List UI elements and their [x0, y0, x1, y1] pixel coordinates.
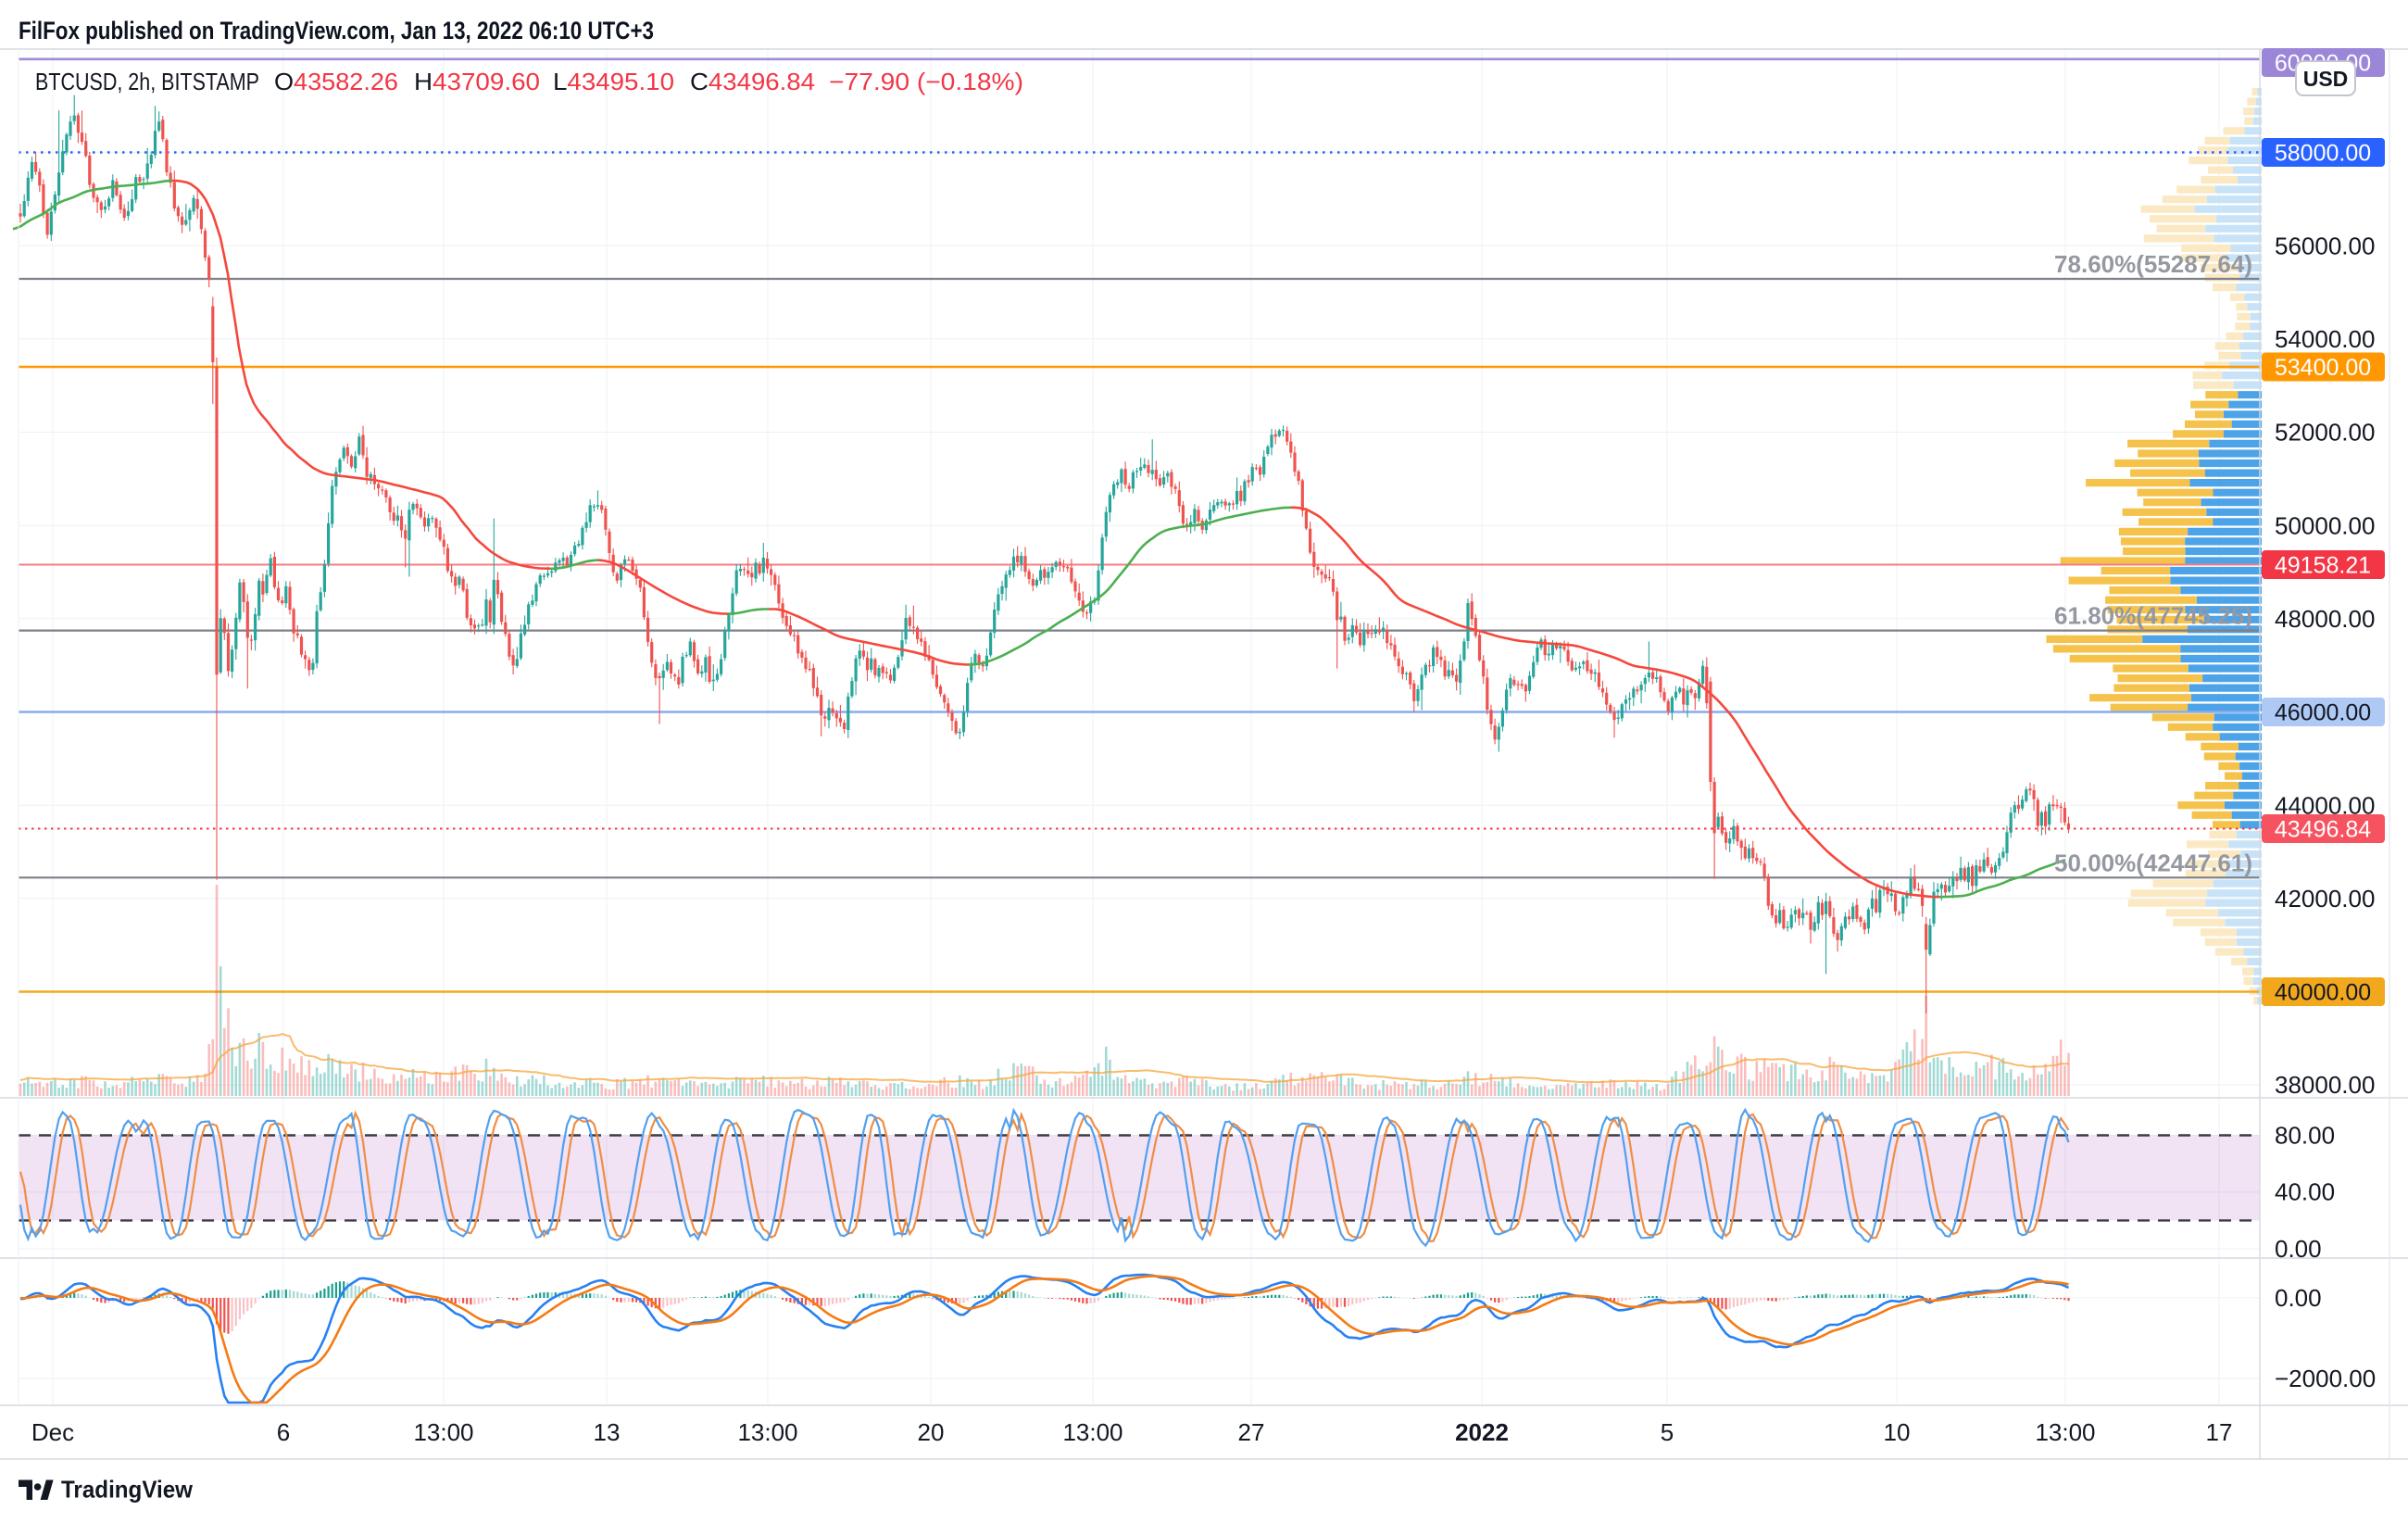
svg-text:38000.00: 38000.00 [2275, 1071, 2375, 1099]
svg-text:20: 20 [918, 1418, 945, 1446]
svg-text:42000.00: 42000.00 [2275, 885, 2375, 913]
svg-text:O43582.26: O43582.26 [274, 68, 398, 95]
svg-text:50000.00: 50000.00 [2275, 511, 2375, 539]
svg-text:13: 13 [594, 1418, 621, 1446]
svg-text:50.00%(42447.61): 50.00%(42447.61) [2054, 849, 2252, 876]
svg-text:H43709.60: H43709.60 [414, 68, 540, 95]
svg-text:56000.00: 56000.00 [2275, 232, 2375, 259]
svg-text:2022: 2022 [1455, 1418, 1509, 1446]
svg-text:78.60%(55287.64): 78.60%(55287.64) [2054, 250, 2252, 278]
svg-text:13:00: 13:00 [2035, 1418, 2095, 1446]
svg-text:54000.00: 54000.00 [2275, 325, 2375, 353]
svg-text:FilFox published on TradingVie: FilFox published on TradingView.com, Jan… [19, 17, 654, 44]
svg-text:TradingView: TradingView [61, 1476, 194, 1504]
svg-text:6: 6 [277, 1418, 290, 1446]
svg-text:−77.90 (−0.18%): −77.90 (−0.18%) [829, 68, 1023, 95]
svg-text:13:00: 13:00 [413, 1418, 473, 1446]
svg-text:10: 10 [1884, 1418, 1911, 1446]
svg-text:C43496.84: C43496.84 [690, 68, 815, 95]
svg-text:58000.00: 58000.00 [2275, 140, 2371, 166]
svg-text:40000.00: 40000.00 [2275, 979, 2371, 1005]
svg-text:BTCUSD, 2h, BITSTAMP: BTCUSD, 2h, BITSTAMP [35, 68, 259, 95]
svg-text:80.00: 80.00 [2275, 1122, 2335, 1150]
svg-text:53400.00: 53400.00 [2275, 355, 2371, 381]
svg-text:USD: USD [2303, 67, 2349, 91]
svg-text:49158.21: 49158.21 [2275, 552, 2371, 578]
svg-text:61.80%(47745.25): 61.80%(47745.25) [2054, 602, 2252, 630]
svg-text:Dec: Dec [31, 1418, 74, 1446]
svg-text:L43495.10: L43495.10 [553, 68, 674, 95]
svg-text:17: 17 [2206, 1418, 2233, 1446]
svg-text:5: 5 [1661, 1418, 1674, 1446]
svg-text:13:00: 13:00 [737, 1418, 797, 1446]
svg-text:27: 27 [1238, 1418, 1265, 1446]
svg-text:0.00: 0.00 [2275, 1284, 2322, 1312]
svg-text:46000.00: 46000.00 [2275, 699, 2371, 725]
svg-text:48000.00: 48000.00 [2275, 605, 2375, 633]
svg-text:−2000.00: −2000.00 [2275, 1365, 2376, 1392]
svg-text:13:00: 13:00 [1062, 1418, 1122, 1446]
svg-text:43496.84: 43496.84 [2275, 816, 2371, 842]
svg-text:40.00: 40.00 [2275, 1178, 2335, 1206]
svg-text:52000.00: 52000.00 [2275, 419, 2375, 447]
svg-text:0.00: 0.00 [2275, 1235, 2322, 1263]
